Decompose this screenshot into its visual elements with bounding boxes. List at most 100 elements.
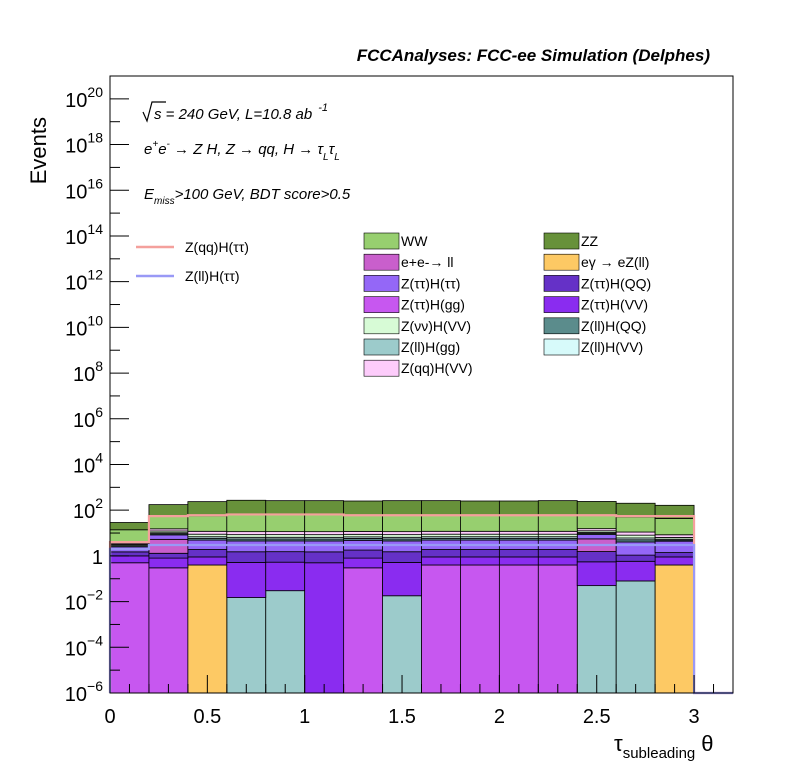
plot-title: FCCAnalyses: FCC-ee Simulation (Delphes)	[357, 46, 711, 65]
bar-zz	[460, 500, 500, 516]
y-tick-label: 1014	[65, 221, 103, 249]
bar-zz	[148, 504, 189, 517]
legend-label: Z(ll)H(gg)	[401, 339, 460, 355]
bar-zz	[421, 500, 461, 516]
bar-z-h-qq	[304, 551, 345, 564]
bar-zz	[382, 500, 422, 516]
bar-z-qq-h-vv	[537, 530, 578, 535]
x-axis-label: τsubleading θ	[614, 731, 714, 762]
bar-z-h-vv	[343, 557, 383, 569]
bar-z-h-qq	[343, 549, 383, 559]
bar-z-qq-h-vv	[226, 531, 267, 536]
bar-z-ll-h-gg	[226, 597, 267, 694]
bar-zz	[537, 500, 578, 516]
bar-z-qq-h-vv	[421, 530, 461, 535]
legend-swatch-z-h-vv	[363, 317, 400, 335]
histogram-stack	[109, 499, 695, 694]
x-tick-label: 2	[494, 706, 505, 728]
bar-zz	[576, 501, 617, 516]
bar-ww	[187, 515, 228, 532]
bar-z-qq-h-vv	[460, 530, 500, 535]
bar-z-h	[226, 540, 267, 553]
bar-z-h-qq	[226, 551, 267, 563]
bar-z-h-qq	[421, 549, 461, 558]
y-axis-label: Events	[26, 117, 51, 184]
bar-z-h-vv	[187, 556, 228, 566]
y-tick-label: 108	[73, 358, 103, 386]
x-tick-label: 3	[689, 706, 700, 728]
bar-ww	[460, 514, 500, 532]
annotation-process: e+e- → Z H, Z → qq, H → τLτL	[144, 139, 340, 163]
y-tick-label: 10−6	[65, 678, 103, 706]
bar-z-h-qq	[148, 552, 189, 559]
x-tick-label: 0.5	[193, 706, 221, 728]
bar-z-qq-h-vv	[615, 531, 656, 536]
legend-label: Z(ττ)H(gg)	[401, 297, 465, 313]
bar-e-ez-ll	[654, 564, 695, 694]
bar-z-h	[148, 534, 189, 540]
bar-ww	[615, 516, 656, 533]
legend-swatch-e-e-ll	[363, 253, 400, 271]
x-axis: 0 0.5 1 1.5 2 2.5 3	[104, 675, 734, 728]
bar-z-h-vv	[421, 556, 461, 566]
bar-zz	[615, 502, 656, 518]
y-tick-label: 1018	[65, 130, 103, 158]
bar-z-h-vv	[615, 534, 656, 539]
bar-z-h-gg	[537, 564, 578, 694]
legend-label: Z(qq)H(VV)	[401, 360, 473, 376]
bar-ww	[421, 514, 461, 532]
legend-label: Z(ττ)H(QQ)	[581, 275, 651, 291]
bar-z-h-vv	[460, 556, 500, 566]
y-tick-label: 1020	[65, 84, 103, 112]
bar-z-qq-h-vv	[304, 531, 345, 536]
legend-label: Z(ll)H(VV)	[581, 339, 643, 355]
bar-z-h-vv	[382, 562, 422, 597]
legend-label: Z(ττ)H(ττ)	[401, 275, 460, 291]
bar-z-h-vv	[537, 556, 578, 566]
bar-zz	[498, 500, 539, 516]
legend-swatch-z-ll-h-vv	[543, 338, 580, 356]
bar-z-h-vv	[148, 557, 189, 569]
bar-z-qq-h-vv	[654, 534, 695, 538]
signal-line-z-ll-h	[108, 543, 733, 695]
bar-z-h-qq	[187, 549, 228, 558]
bar-ww	[265, 514, 306, 533]
svg-text:s = 240 GeV, L=10.8 ab-1: s = 240 GeV, L=10.8 ab -1	[154, 102, 328, 123]
bar-z-h-vv	[576, 561, 617, 587]
bar-ww	[226, 514, 267, 533]
bar-zz	[187, 501, 228, 517]
bar-ww	[498, 514, 539, 532]
bar-z-qq-h-vv	[382, 531, 422, 536]
bar-z-qq-h-vv	[343, 530, 383, 535]
bar-z-h-qq	[615, 554, 656, 562]
x-tick-label: 2.5	[583, 706, 611, 728]
legend-swatch-ww	[363, 232, 400, 250]
bar-zz	[265, 500, 306, 516]
bar-z-h-gg	[421, 564, 461, 694]
bar-z-ll-h-gg	[265, 590, 306, 694]
bar-z-h-gg	[498, 564, 539, 694]
legend-swatch-z-h-vv	[543, 296, 580, 313]
legend-label: Z(νν)H(VV)	[401, 318, 471, 334]
bar-z-h-qq	[537, 549, 578, 558]
bar-ww	[576, 514, 617, 530]
bar-z-qq-h-vv	[498, 530, 539, 535]
legend-swatch-z-ll-h-qq	[543, 317, 580, 335]
bar-z-h-vv	[226, 562, 267, 598]
bar-z-h-vv	[265, 561, 306, 592]
bar-ww	[382, 514, 422, 533]
y-axis: 10−6 10−4 10−2 1 102 104 106 108 1010 1012 1014 101…	[65, 75, 129, 706]
legend-swatch-z-qq-h-vv	[363, 359, 400, 377]
annotation-cuts: Emiss>100 GeV, BDT score>0.5	[144, 186, 351, 207]
legend-label: Z(ττ)H(VV)	[581, 297, 648, 313]
bar-z-ll-h-gg	[615, 580, 656, 694]
bar-z-h-gg	[148, 567, 189, 694]
x-tick-label: 1	[299, 706, 310, 728]
bar-ww	[109, 529, 150, 543]
bar-zz	[343, 500, 383, 516]
bar-e-e-ll	[148, 538, 189, 554]
legend-label: e+e-→ ll	[401, 254, 454, 270]
legend-swatch-z-ll-h-gg	[363, 338, 400, 356]
bar-z-h	[382, 540, 422, 553]
bar-z-h	[654, 540, 695, 553]
